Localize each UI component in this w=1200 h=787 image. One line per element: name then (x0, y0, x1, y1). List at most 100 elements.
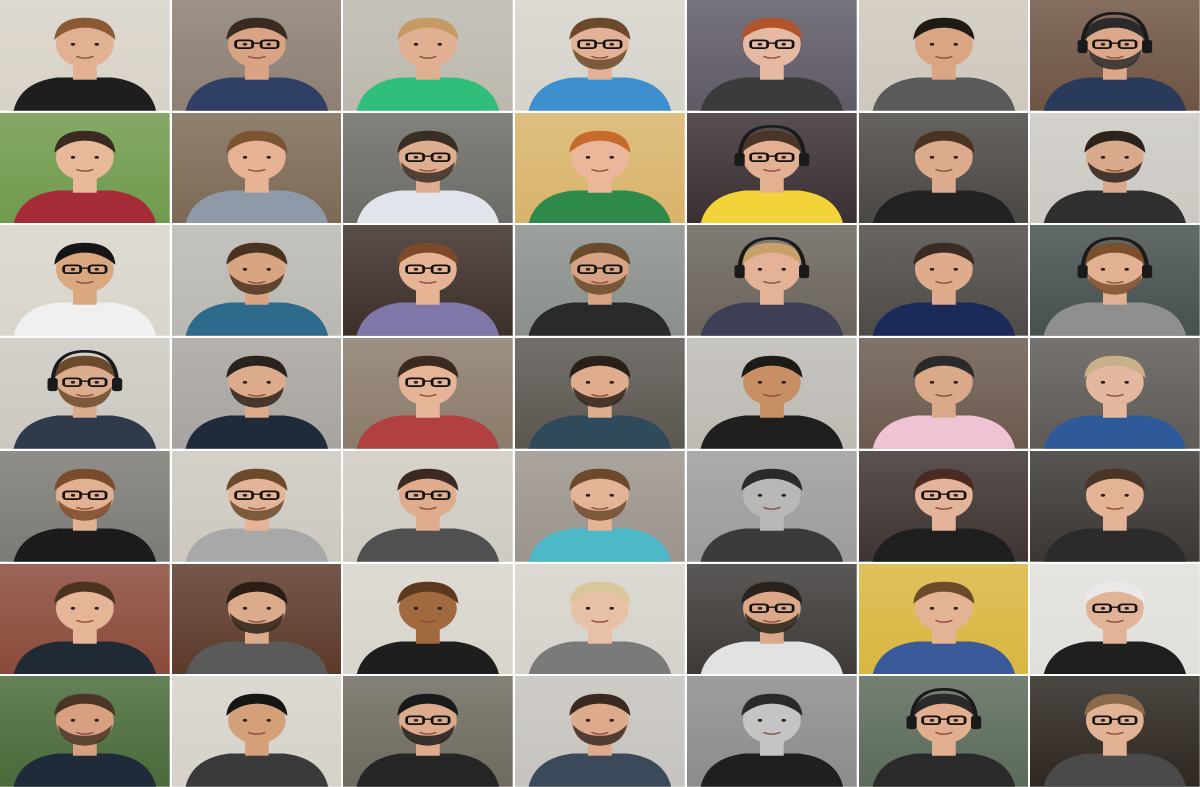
hair (226, 130, 288, 153)
mouth (419, 55, 438, 59)
left-eye (757, 606, 763, 610)
left-eye (242, 42, 247, 46)
neck (931, 740, 956, 756)
hair (569, 17, 631, 40)
neck (1103, 740, 1128, 756)
participant-tile (686, 676, 857, 787)
face (742, 246, 801, 293)
neck (244, 176, 269, 193)
shirt (185, 415, 328, 449)
right-eye (437, 606, 443, 610)
participant-video (343, 112, 514, 224)
face (227, 133, 286, 181)
face (571, 584, 629, 632)
participant-tile (343, 563, 514, 675)
right-eye (781, 493, 786, 497)
participant-video (858, 676, 1029, 787)
participant-tile (343, 225, 514, 337)
right-eye (781, 42, 786, 46)
participant-video (686, 450, 857, 562)
shirt (185, 302, 328, 337)
shirt (1043, 528, 1187, 562)
hair (397, 355, 459, 378)
right-eye (609, 606, 615, 610)
mouth (590, 732, 610, 736)
left-eye (1101, 268, 1106, 272)
participant-tile (0, 112, 170, 224)
hair (397, 468, 459, 491)
neck (416, 627, 441, 644)
glasses-right-lens (1118, 603, 1138, 613)
mouth (247, 619, 266, 623)
left-eye (70, 493, 76, 497)
participant-tile (686, 450, 857, 562)
beard (1087, 274, 1143, 296)
face (914, 21, 973, 68)
mouth (75, 168, 94, 172)
shirt (185, 190, 328, 224)
right-eye (1124, 268, 1130, 272)
face (1086, 584, 1144, 632)
mouth (762, 394, 781, 397)
shirt (700, 302, 843, 337)
right-eye (266, 42, 271, 46)
mouth (247, 55, 266, 59)
left-eye (585, 719, 591, 723)
participant-tile (515, 0, 685, 111)
glasses-left-lens (233, 490, 254, 500)
participant-tile (858, 676, 1029, 787)
shirt (13, 528, 157, 562)
participant-tile (686, 0, 857, 111)
hair (741, 693, 803, 717)
right-eye (953, 155, 958, 159)
participant-tile (0, 0, 170, 111)
participant-video (686, 338, 857, 449)
right-eye (953, 42, 958, 46)
beard (572, 48, 628, 70)
hair (1084, 243, 1146, 266)
hair (741, 243, 803, 266)
mouth (75, 281, 94, 285)
face (227, 246, 286, 293)
glasses-right-lens (259, 490, 280, 500)
beard (572, 499, 628, 521)
right-eye (609, 155, 615, 159)
face (56, 697, 114, 744)
mouth (1106, 732, 1125, 736)
hair (741, 130, 803, 153)
right-eye (437, 493, 443, 497)
face (1086, 133, 1144, 181)
right-eye (1124, 493, 1130, 497)
face (1086, 359, 1144, 406)
face (399, 21, 458, 68)
mouth (934, 394, 953, 397)
shirt (872, 302, 1015, 337)
participant-video (858, 112, 1029, 224)
shirt (356, 528, 500, 562)
neck (72, 627, 97, 644)
hair (226, 693, 288, 717)
face (914, 584, 973, 632)
participant-tile (171, 112, 342, 224)
right-eye (609, 493, 615, 497)
mouth (75, 506, 94, 510)
participant-video (171, 450, 342, 562)
mouth (590, 619, 610, 623)
neck (588, 627, 612, 644)
mouth (762, 281, 781, 285)
glasses-left-lens (62, 490, 82, 500)
glasses-right-lens (431, 152, 451, 162)
glasses-left-lens (405, 152, 426, 162)
face (399, 584, 458, 632)
face (399, 697, 458, 744)
beard (229, 499, 284, 521)
neck (759, 289, 784, 306)
headphones-right-cup (1142, 265, 1153, 279)
shirt (872, 415, 1015, 449)
hair (741, 581, 803, 604)
shirt (356, 302, 500, 337)
mouth (590, 394, 610, 397)
mouth (590, 55, 610, 59)
right-eye (1124, 380, 1130, 384)
neck (931, 289, 956, 306)
